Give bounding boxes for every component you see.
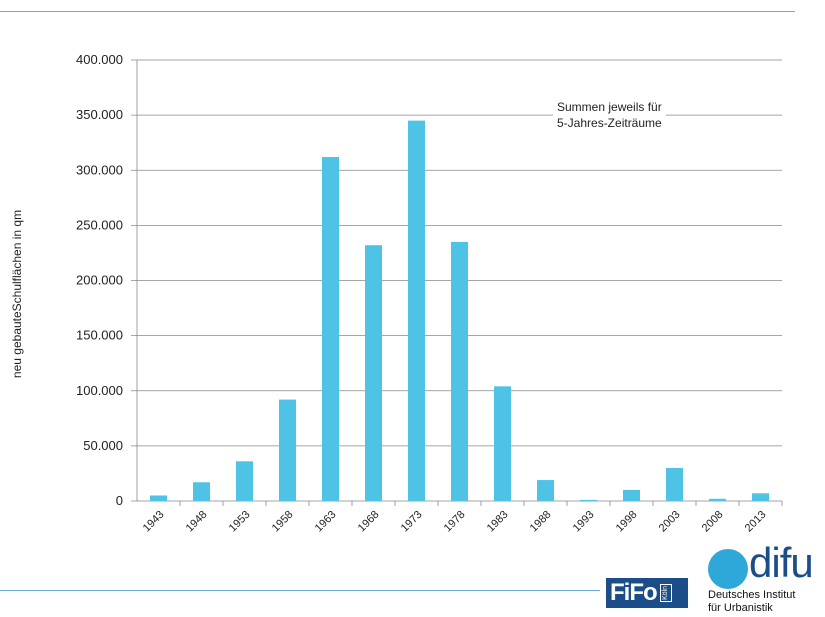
y-tick-label: 350.000 <box>76 107 123 122</box>
difu-caption-line-1: Deutsches Institut <box>708 589 796 601</box>
fifo-logo-subtext: Köln <box>659 583 672 602</box>
bar-1998 <box>623 489 640 501</box>
annotation-line-2: 5-Jahres-Zeiträume <box>557 116 662 130</box>
x-tick-label-2003: 2003 <box>657 509 683 535</box>
bar-2008 <box>709 498 726 501</box>
bar-1973 <box>408 120 425 501</box>
difu-logo-caption: Deutsches Institut für Urbanistik <box>708 589 795 615</box>
x-tick-label-2008: 2008 <box>700 509 726 535</box>
bar-1983 <box>494 386 511 501</box>
x-tick-label-1978: 1978 <box>442 509 468 535</box>
bar-2013 <box>752 493 769 501</box>
y-tick-label: 100.000 <box>76 383 123 398</box>
annotation-line-1: Summen jeweils für <box>557 100 662 114</box>
y-tick-label: 200.000 <box>76 273 123 288</box>
y-tick-label: 250.000 <box>76 217 123 232</box>
x-tick-label-1983: 1983 <box>485 509 511 535</box>
difu-caption-line-2: für Urbanistik <box>708 602 773 614</box>
bar-1958 <box>279 399 296 501</box>
chart-annotation: Summen jeweils für 5-Jahres-Zeiträume <box>553 99 666 131</box>
bar-1948 <box>193 482 210 501</box>
difu-logo-text: difu <box>749 539 814 586</box>
bottom-rule <box>0 590 600 591</box>
x-tick-label-1998: 1998 <box>614 509 640 535</box>
x-tick-label-1993: 1993 <box>571 509 597 535</box>
x-tick-label-2013: 2013 <box>743 509 769 535</box>
y-tick-label: 150.000 <box>76 328 123 343</box>
fifo-logo-text: FiFo <box>610 579 658 606</box>
bar-1953 <box>236 461 253 501</box>
bar-1978 <box>451 241 468 501</box>
bar-1968 <box>365 245 382 501</box>
bar-2003 <box>666 467 683 501</box>
y-tick-label: 0 <box>116 493 123 508</box>
x-tick-label-1953: 1953 <box>227 509 253 535</box>
bar-1993 <box>580 499 597 501</box>
x-tick-label-1963: 1963 <box>313 509 339 535</box>
fifo-logo: FiFo Köln <box>606 578 688 608</box>
y-tick-label: 400.000 <box>76 52 123 67</box>
x-tick-label-1943: 1943 <box>141 509 167 535</box>
y-axis-label: neu gebauteSchulflächen in qm <box>10 209 24 379</box>
bar-1963 <box>322 157 339 501</box>
top-rule <box>0 11 795 12</box>
bar-1943 <box>150 495 167 501</box>
x-tick-label-1973: 1973 <box>399 509 425 535</box>
bar-1988 <box>537 480 554 501</box>
x-tick-label-1958: 1958 <box>270 509 296 535</box>
x-tick-label-1948: 1948 <box>184 509 210 535</box>
y-tick-label: 300.000 <box>76 162 123 177</box>
y-tick-label: 50.000 <box>83 438 123 453</box>
difu-logo-dot <box>708 549 748 589</box>
x-tick-label-1968: 1968 <box>356 509 382 535</box>
x-tick-label-1988: 1988 <box>528 509 554 535</box>
